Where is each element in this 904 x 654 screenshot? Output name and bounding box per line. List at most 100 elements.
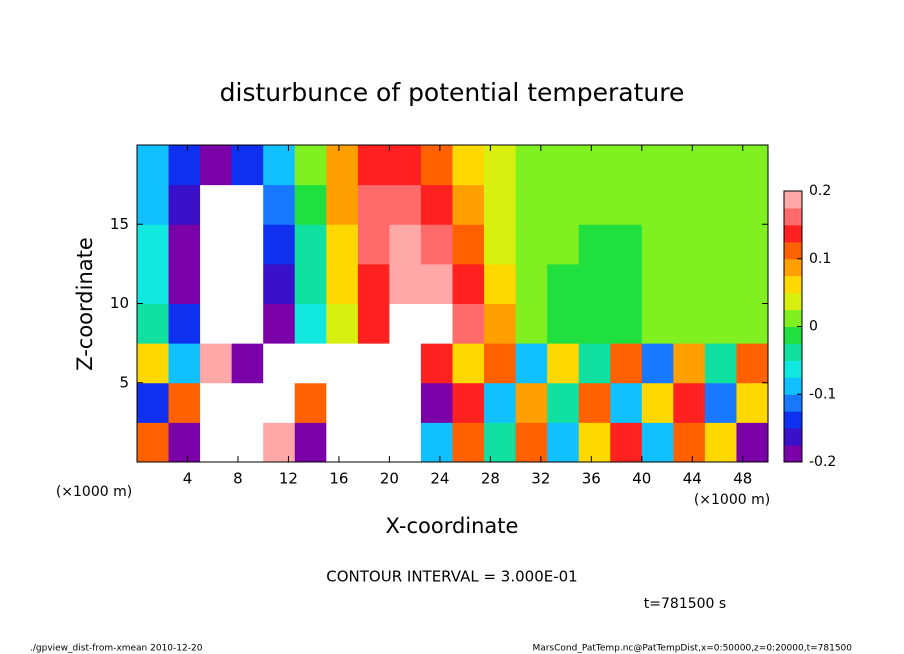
cell xyxy=(578,422,611,463)
cell xyxy=(641,263,674,304)
cell xyxy=(389,422,422,463)
cell xyxy=(673,263,706,304)
y-tick-label: 15 xyxy=(110,215,129,233)
cell xyxy=(263,343,296,384)
cell xyxy=(168,382,201,423)
cell xyxy=(263,382,296,423)
colorbar-swatch xyxy=(784,258,802,277)
colorbar-swatch xyxy=(784,309,802,327)
cell xyxy=(547,303,580,344)
cell xyxy=(704,224,737,265)
cell xyxy=(200,263,233,304)
cell xyxy=(326,382,359,423)
cell xyxy=(641,303,674,344)
cell xyxy=(200,224,233,265)
cell xyxy=(452,303,485,344)
cell xyxy=(515,343,548,384)
cell xyxy=(200,145,233,186)
cell xyxy=(231,303,264,344)
x-tick-label: 48 xyxy=(733,470,752,488)
cell xyxy=(704,303,737,344)
contour-note: CONTOUR INTERVAL = 3.000E-01 xyxy=(326,568,577,586)
cell xyxy=(452,422,485,463)
cell xyxy=(168,263,201,304)
cell xyxy=(420,263,453,304)
y-tick-label: 10 xyxy=(110,294,129,312)
cell xyxy=(168,422,201,463)
cell xyxy=(736,422,769,463)
cell xyxy=(515,184,548,225)
colorbar-swatch xyxy=(784,224,802,243)
cell xyxy=(704,343,737,384)
cell xyxy=(515,224,548,265)
cell xyxy=(673,343,706,384)
colorbar-tick-label: 0.2 xyxy=(809,183,831,199)
cell xyxy=(484,303,517,344)
colorbar-swatch xyxy=(784,360,802,378)
cell xyxy=(610,184,643,225)
colorbar-tick-label: 0 xyxy=(809,319,818,335)
cell xyxy=(547,343,580,384)
cell xyxy=(168,303,201,344)
cell xyxy=(736,145,769,186)
chart-title: disturbunce of potential temperature xyxy=(220,78,685,107)
axes: 4 8 12 16 20 24 28 32 36 40 44 4851015-0.2-0.100.10… xyxy=(110,144,836,488)
cell xyxy=(420,422,453,463)
cell xyxy=(263,263,296,304)
x-tick-label: 4 xyxy=(183,470,193,488)
colorbar-swatch xyxy=(784,411,802,429)
cell xyxy=(231,422,264,463)
colorbar-swatch xyxy=(784,326,802,344)
y-unit: (×1000 m) xyxy=(56,484,132,500)
cell xyxy=(515,263,548,304)
cell xyxy=(294,224,327,265)
cell xyxy=(736,224,769,265)
cell xyxy=(704,145,737,186)
cell xyxy=(673,224,706,265)
cell xyxy=(357,224,390,265)
cell xyxy=(168,184,201,225)
cell xyxy=(137,145,170,186)
cell xyxy=(704,263,737,304)
cell xyxy=(200,184,233,225)
cell xyxy=(294,145,327,186)
cell xyxy=(515,303,548,344)
colorbar-swatch xyxy=(784,394,802,412)
colorbar-tick-label: -0.1 xyxy=(809,386,836,402)
cell xyxy=(326,224,359,265)
cell xyxy=(357,145,390,186)
cell xyxy=(168,343,201,384)
cell xyxy=(736,303,769,344)
cell xyxy=(641,343,674,384)
cell xyxy=(452,382,485,423)
x-tick-label: 40 xyxy=(632,470,651,488)
cell xyxy=(263,184,296,225)
cell xyxy=(484,145,517,186)
cell xyxy=(420,343,453,384)
cell xyxy=(357,343,390,384)
cell xyxy=(420,303,453,344)
cell xyxy=(547,184,580,225)
cell xyxy=(357,263,390,304)
cell xyxy=(389,145,422,186)
cell xyxy=(610,263,643,304)
cell xyxy=(389,184,422,225)
cell xyxy=(168,145,201,186)
cell xyxy=(578,145,611,186)
cell xyxy=(389,303,422,344)
cell xyxy=(357,184,390,225)
cell xyxy=(357,303,390,344)
cell xyxy=(547,422,580,463)
cell xyxy=(263,303,296,344)
cell xyxy=(263,422,296,463)
cell xyxy=(389,343,422,384)
cell xyxy=(515,422,548,463)
cell xyxy=(200,382,233,423)
time-label: t=781500 s xyxy=(644,596,726,612)
colorbar-tick-label: 0.1 xyxy=(809,251,831,267)
cell xyxy=(137,382,170,423)
x-tick-label: 12 xyxy=(279,470,298,488)
cell xyxy=(452,184,485,225)
cell xyxy=(578,382,611,423)
